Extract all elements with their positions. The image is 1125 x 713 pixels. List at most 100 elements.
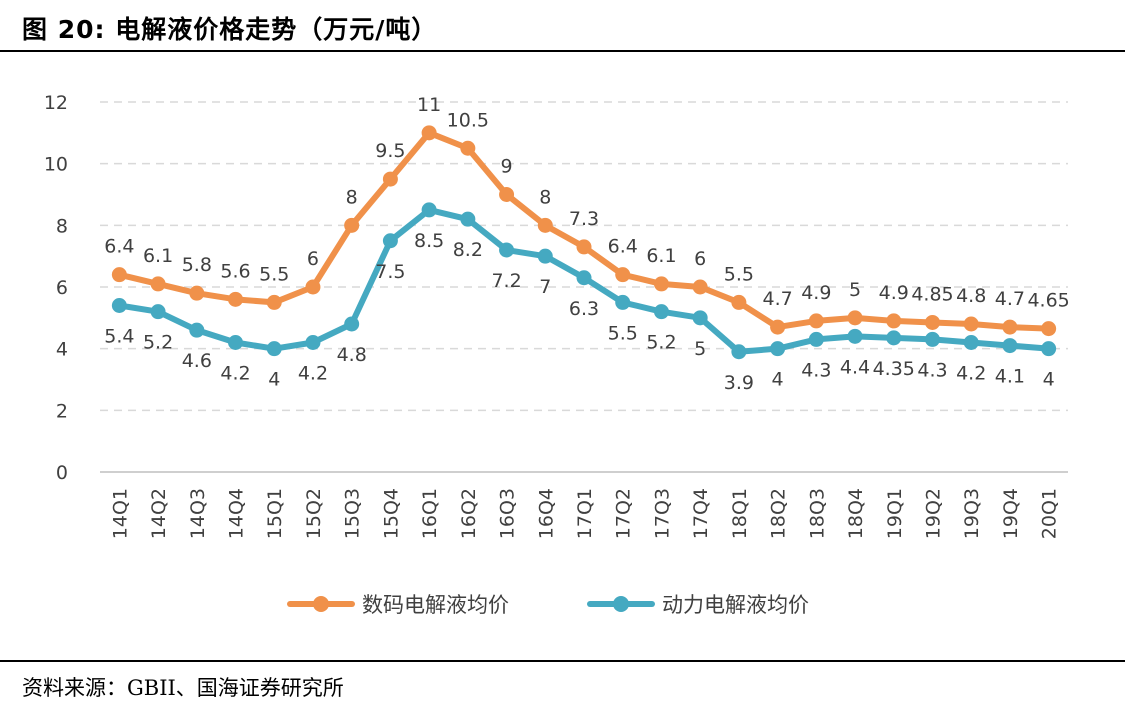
data-label: 4.1 xyxy=(995,366,1025,388)
data-point xyxy=(150,304,166,320)
x-tick-label: 18Q1 xyxy=(729,488,751,539)
x-tick-label: 14Q3 xyxy=(187,488,209,539)
data-label: 4.2 xyxy=(220,363,250,385)
data-point xyxy=(1041,321,1057,337)
data-point xyxy=(653,304,669,320)
x-tick-label: 15Q2 xyxy=(303,488,325,539)
data-label: 4.8 xyxy=(337,344,367,366)
data-label: 8 xyxy=(346,186,358,208)
y-tick-label: 4 xyxy=(56,339,68,361)
data-label: 3.9 xyxy=(724,372,754,394)
x-tick-label: 20Q1 xyxy=(1039,488,1061,539)
data-label: 6.3 xyxy=(569,298,599,320)
data-label: 6.4 xyxy=(104,236,134,258)
data-point xyxy=(382,233,398,249)
x-tick-label: 19Q3 xyxy=(961,488,983,539)
data-label: 4.7 xyxy=(995,288,1025,310)
data-label: 7.2 xyxy=(491,270,521,292)
data-label: 6.1 xyxy=(143,245,173,267)
data-label: 6 xyxy=(694,248,706,270)
data-point xyxy=(924,314,940,330)
data-point xyxy=(847,310,863,326)
legend-swatch-marker xyxy=(613,596,629,612)
y-tick-label: 12 xyxy=(44,92,68,114)
legend-label: 动力电解液均价 xyxy=(662,593,809,617)
data-label: 4.8 xyxy=(956,285,986,307)
data-point xyxy=(770,341,786,357)
source-note: 资料来源：GBII、国海证券研究所 xyxy=(22,676,344,700)
data-label: 10.5 xyxy=(447,109,489,131)
data-label: 4.7 xyxy=(762,288,792,310)
x-tick-label: 15Q1 xyxy=(264,488,286,539)
data-point xyxy=(808,313,824,329)
x-tick-label: 18Q3 xyxy=(806,488,828,539)
top-rule xyxy=(0,50,1125,52)
x-tick-label: 17Q3 xyxy=(651,488,673,539)
data-point xyxy=(576,270,592,286)
data-point xyxy=(228,335,244,350)
x-tick-label: 18Q2 xyxy=(768,488,790,539)
data-label: 6.1 xyxy=(646,245,676,267)
x-tick-label: 19Q2 xyxy=(922,488,944,539)
data-label: 4.3 xyxy=(917,359,947,381)
data-point xyxy=(808,331,824,347)
data-point xyxy=(421,125,437,141)
data-label: 9 xyxy=(501,156,513,178)
x-tick-label: 17Q4 xyxy=(690,488,712,539)
data-point xyxy=(963,335,979,350)
data-point xyxy=(731,294,747,310)
data-label: 5.4 xyxy=(104,326,134,348)
data-label: 5 xyxy=(849,279,861,301)
data-label: 7 xyxy=(539,276,551,298)
y-tick-label: 6 xyxy=(56,277,68,299)
series-group xyxy=(111,125,1057,360)
data-label: 8 xyxy=(539,186,551,208)
data-point xyxy=(421,202,437,218)
data-label: 4.35 xyxy=(873,358,915,380)
data-point xyxy=(460,140,476,156)
data-labels: 6.4 6.1 5.8 5.6 5.5 6 8 9.5 11 10.5 9 8 7.3 6.4 6.1 6 5.… xyxy=(104,94,1070,394)
data-label: 5.5 xyxy=(608,322,638,344)
data-point xyxy=(886,330,902,346)
data-point xyxy=(537,217,553,233)
axes: 0 2 4 6 8 10 12 14Q1 14Q2 14Q3 14Q4 15Q1 15Q2 15Q3 15Q… xyxy=(44,92,1068,539)
data-label: 7.3 xyxy=(569,208,599,230)
data-label: 11 xyxy=(417,94,441,116)
data-label: 4.3 xyxy=(801,359,831,381)
x-tick-label: 19Q4 xyxy=(1000,488,1022,539)
data-point xyxy=(460,211,476,227)
data-point xyxy=(692,279,708,295)
y-tick-label: 2 xyxy=(56,400,68,422)
data-point xyxy=(1041,341,1057,357)
data-point xyxy=(731,344,747,360)
x-tick-label: 16Q1 xyxy=(419,488,441,539)
data-point xyxy=(615,294,631,310)
x-tick-label: 15Q4 xyxy=(380,488,402,539)
data-point xyxy=(189,285,205,301)
x-tick-label: 14Q2 xyxy=(148,488,170,539)
data-point xyxy=(692,310,708,326)
y-tick-label: 10 xyxy=(44,154,68,176)
data-label: 4.4 xyxy=(840,356,870,378)
legend-swatch-marker xyxy=(313,596,329,612)
data-label: 9.5 xyxy=(375,140,405,162)
data-label: 6 xyxy=(307,248,319,270)
x-tick-label: 18Q4 xyxy=(845,488,867,539)
data-label: 8.5 xyxy=(414,230,444,252)
data-label: 4 xyxy=(1043,369,1055,391)
x-tick-label: 14Q1 xyxy=(109,488,131,539)
data-label: 5.2 xyxy=(646,332,676,354)
data-point xyxy=(189,322,205,338)
legend-label: 数码电解液均价 xyxy=(362,593,509,617)
data-label: 5.5 xyxy=(724,263,754,285)
data-label: 4.2 xyxy=(956,363,986,385)
x-tick-label: 17Q2 xyxy=(613,488,635,539)
data-point xyxy=(499,242,515,258)
legend: 数码电解液均价 动力电解液均价 xyxy=(287,593,809,617)
x-tick-label: 16Q2 xyxy=(458,488,480,539)
data-label: 5.5 xyxy=(259,263,289,285)
data-point xyxy=(886,313,902,329)
data-label: 4 xyxy=(268,369,280,391)
x-tick-label: 15Q3 xyxy=(342,488,364,539)
